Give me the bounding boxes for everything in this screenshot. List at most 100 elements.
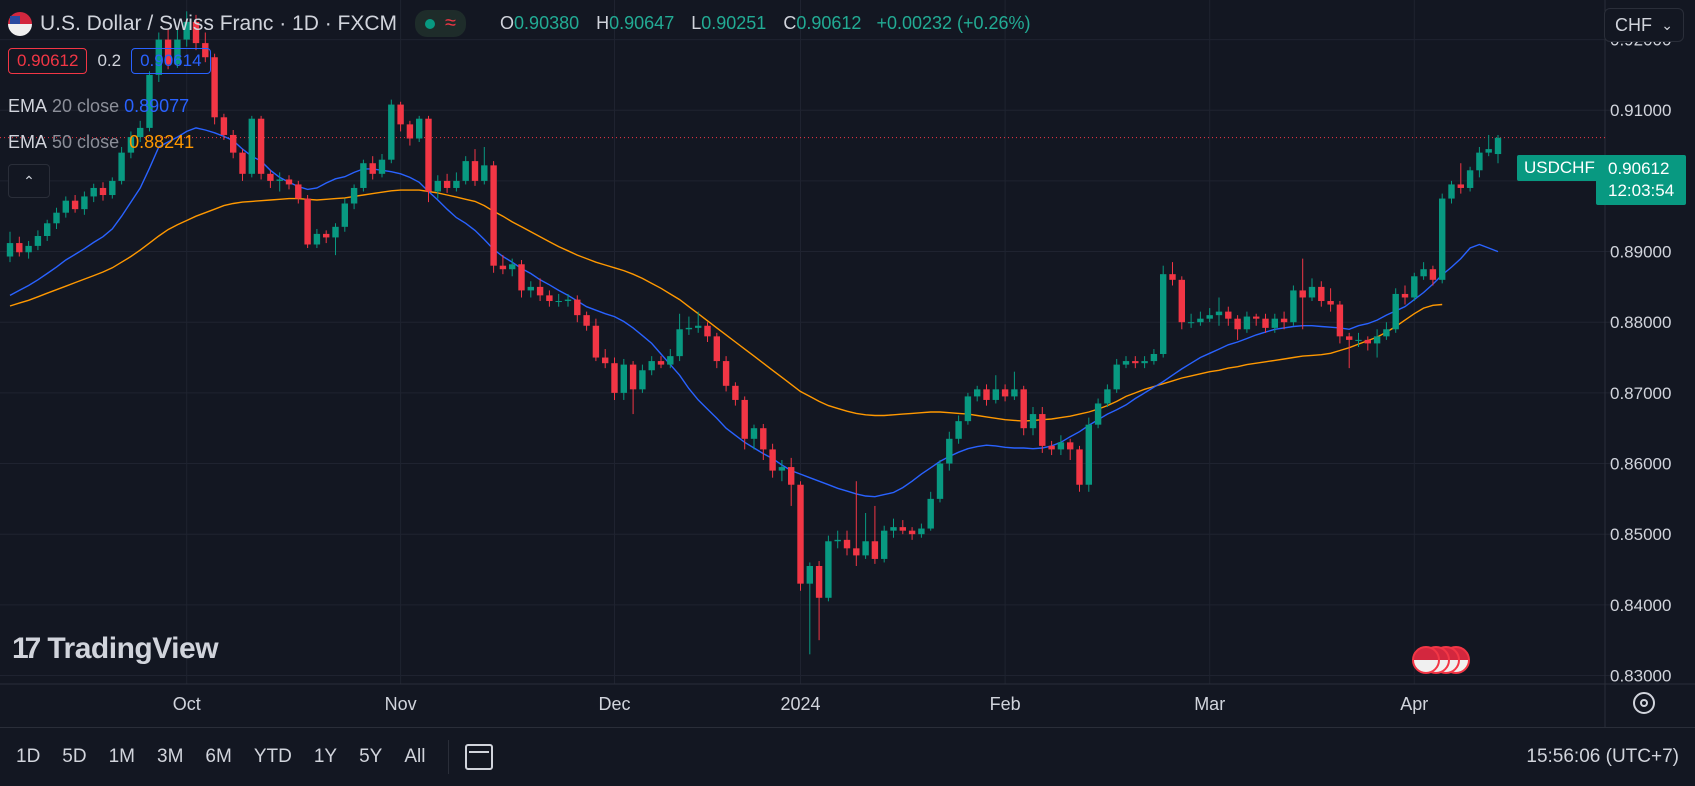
- candle-body: [146, 74, 153, 128]
- range-5d-button[interactable]: 5D: [62, 746, 87, 767]
- candle-body: [676, 329, 683, 357]
- candle-body: [1160, 274, 1167, 355]
- candle-body: [34, 236, 42, 246]
- candle-body: [1011, 389, 1018, 397]
- low-value: 0.90251: [701, 13, 767, 33]
- us-flag-icon[interactable]: [1412, 646, 1440, 674]
- tradingview-logo[interactable]: 17 TradingView: [12, 632, 219, 666]
- close-label: C: [783, 13, 797, 33]
- chart-background: [0, 0, 1695, 727]
- range-1d-button[interactable]: 1D: [16, 746, 41, 767]
- candle-body: [685, 327, 693, 330]
- candle-body: [1094, 403, 1102, 425]
- candle-body: [955, 421, 962, 439]
- price-chart[interactable]: 0.920000.910000.900000.890000.880000.870…: [0, 0, 1695, 727]
- tradingview-logo-text: TradingView: [47, 632, 219, 665]
- candle-body: [1355, 339, 1362, 341]
- bar-countdown: 12:03:54: [1608, 181, 1675, 200]
- candle-body: [1299, 290, 1306, 298]
- range-5y-button[interactable]: 5Y: [359, 746, 383, 767]
- economic-events-markers[interactable]: [1412, 646, 1476, 676]
- candle-body: [760, 428, 767, 450]
- candle-body: [564, 299, 572, 302]
- candle-body: [471, 161, 479, 181]
- open-label: O: [500, 13, 515, 33]
- candle-body: [332, 226, 339, 238]
- candle-body: [1029, 414, 1037, 429]
- candle-body: [1039, 414, 1046, 446]
- candle-body: [230, 134, 237, 153]
- candle-body: [964, 396, 972, 422]
- candle-body: [211, 57, 218, 118]
- bottom-toolbar: 1D 5D 1M 3M 6M YTD 1Y 5Y All 15:56:06 (U…: [0, 727, 1695, 786]
- candle-body: [667, 356, 674, 365]
- range-ytd-button[interactable]: YTD: [253, 746, 292, 767]
- candle-body: [378, 159, 386, 174]
- candle-body: [16, 243, 23, 253]
- candle-body: [267, 173, 274, 181]
- collapse-legend-button[interactable]: ⌃: [8, 164, 50, 198]
- go-to-date-calendar-icon[interactable]: [465, 744, 494, 770]
- ema20-legend[interactable]: EMA 20 close 0.89077: [8, 96, 189, 117]
- candle-body: [6, 243, 14, 257]
- range-1y-button[interactable]: 1Y: [313, 746, 338, 767]
- buy-price-button[interactable]: 0.90614: [131, 48, 211, 74]
- candle-body: [71, 200, 79, 210]
- candle-body: [202, 43, 209, 58]
- us-flag-icon: [8, 11, 32, 36]
- candle-body: [425, 118, 432, 192]
- candle-body: [936, 463, 944, 499]
- symbol-price-tag: USDCHF: [1517, 155, 1602, 181]
- candle-body: [81, 196, 88, 210]
- candle-body: [1187, 322, 1195, 324]
- candle-body: [1076, 449, 1083, 485]
- candle-body: [62, 200, 69, 213]
- candle-body: [890, 527, 897, 531]
- range-1m-button[interactable]: 1M: [108, 746, 135, 767]
- candle-body: [1494, 137, 1502, 155]
- ema20-value: 0.89077: [124, 96, 190, 116]
- candle-body: [1001, 389, 1009, 397]
- candle-body: [99, 187, 107, 196]
- market-status-pill[interactable]: ≈: [415, 10, 467, 37]
- candle-body: [1132, 361, 1139, 364]
- candle-body: [276, 179, 283, 181]
- ema50-label: EMA: [8, 132, 48, 152]
- candle-body: [797, 484, 804, 584]
- candle-body: [992, 389, 999, 400]
- sell-price-button[interactable]: 0.90612: [8, 48, 88, 74]
- candle-body: [648, 361, 655, 371]
- range-all-button[interactable]: All: [404, 746, 426, 767]
- symbol-title[interactable]: U.S. Dollar / Swiss Franc · 1D · FXCM: [40, 11, 398, 35]
- candle-body: [1067, 442, 1074, 450]
- ema50-legend[interactable]: EMA 50 close 0.88241: [8, 132, 194, 153]
- currency-select[interactable]: CHF ⌄: [1604, 8, 1684, 42]
- x-tick-label: Nov: [385, 694, 417, 714]
- candle-body: [164, 39, 172, 65]
- ohlc-readout: O0.90380 H0.90647 L0.90251 C0.90612 +0.0…: [488, 13, 1031, 34]
- candle-body: [871, 541, 879, 559]
- candle-body: [416, 118, 423, 139]
- candle-body: [1327, 301, 1334, 305]
- range-3m-button[interactable]: 3M: [157, 746, 184, 767]
- candle-body: [574, 299, 581, 316]
- y-tick-label: 0.89000: [1610, 243, 1671, 262]
- candle-body: [639, 370, 646, 390]
- y-tick-label: 0.83000: [1610, 667, 1671, 686]
- x-tick-label: Mar: [1194, 694, 1225, 714]
- chevron-down-icon: ⌄: [1661, 16, 1673, 33]
- candle-body: [1085, 424, 1092, 485]
- candle-body: [1318, 286, 1325, 302]
- low-label: L: [691, 13, 702, 33]
- x-tick-label: Dec: [598, 694, 630, 714]
- candle-body: [629, 364, 637, 390]
- candle-body: [657, 361, 665, 365]
- candle-body: [1104, 389, 1111, 404]
- timezone-clock[interactable]: 15:56:06 (UTC+7): [1526, 746, 1679, 767]
- candle-body: [1485, 149, 1492, 153]
- chart-settings-icon[interactable]: [1633, 692, 1655, 714]
- candle-body: [490, 165, 497, 266]
- candle-body: [1113, 364, 1120, 390]
- candle-body: [1280, 318, 1288, 323]
- range-6m-button[interactable]: 6M: [205, 746, 232, 767]
